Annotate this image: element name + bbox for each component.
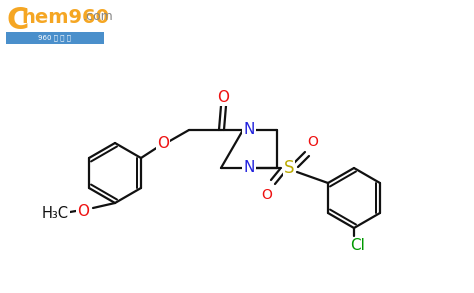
Text: N: N <box>243 122 255 137</box>
Text: O: O <box>77 204 89 219</box>
Text: O: O <box>262 188 273 202</box>
Text: O: O <box>308 135 319 149</box>
Text: C: C <box>6 6 28 35</box>
Text: .com: .com <box>83 10 114 23</box>
Text: N: N <box>243 161 255 176</box>
Text: 960 化 工 网: 960 化 工 网 <box>38 35 72 41</box>
Text: Cl: Cl <box>351 239 365 253</box>
Text: O: O <box>217 89 229 105</box>
Text: H₃C: H₃C <box>42 205 69 221</box>
Text: S: S <box>284 159 294 177</box>
Text: O: O <box>157 137 169 151</box>
Bar <box>6 32 104 44</box>
Text: hem960: hem960 <box>21 8 109 27</box>
